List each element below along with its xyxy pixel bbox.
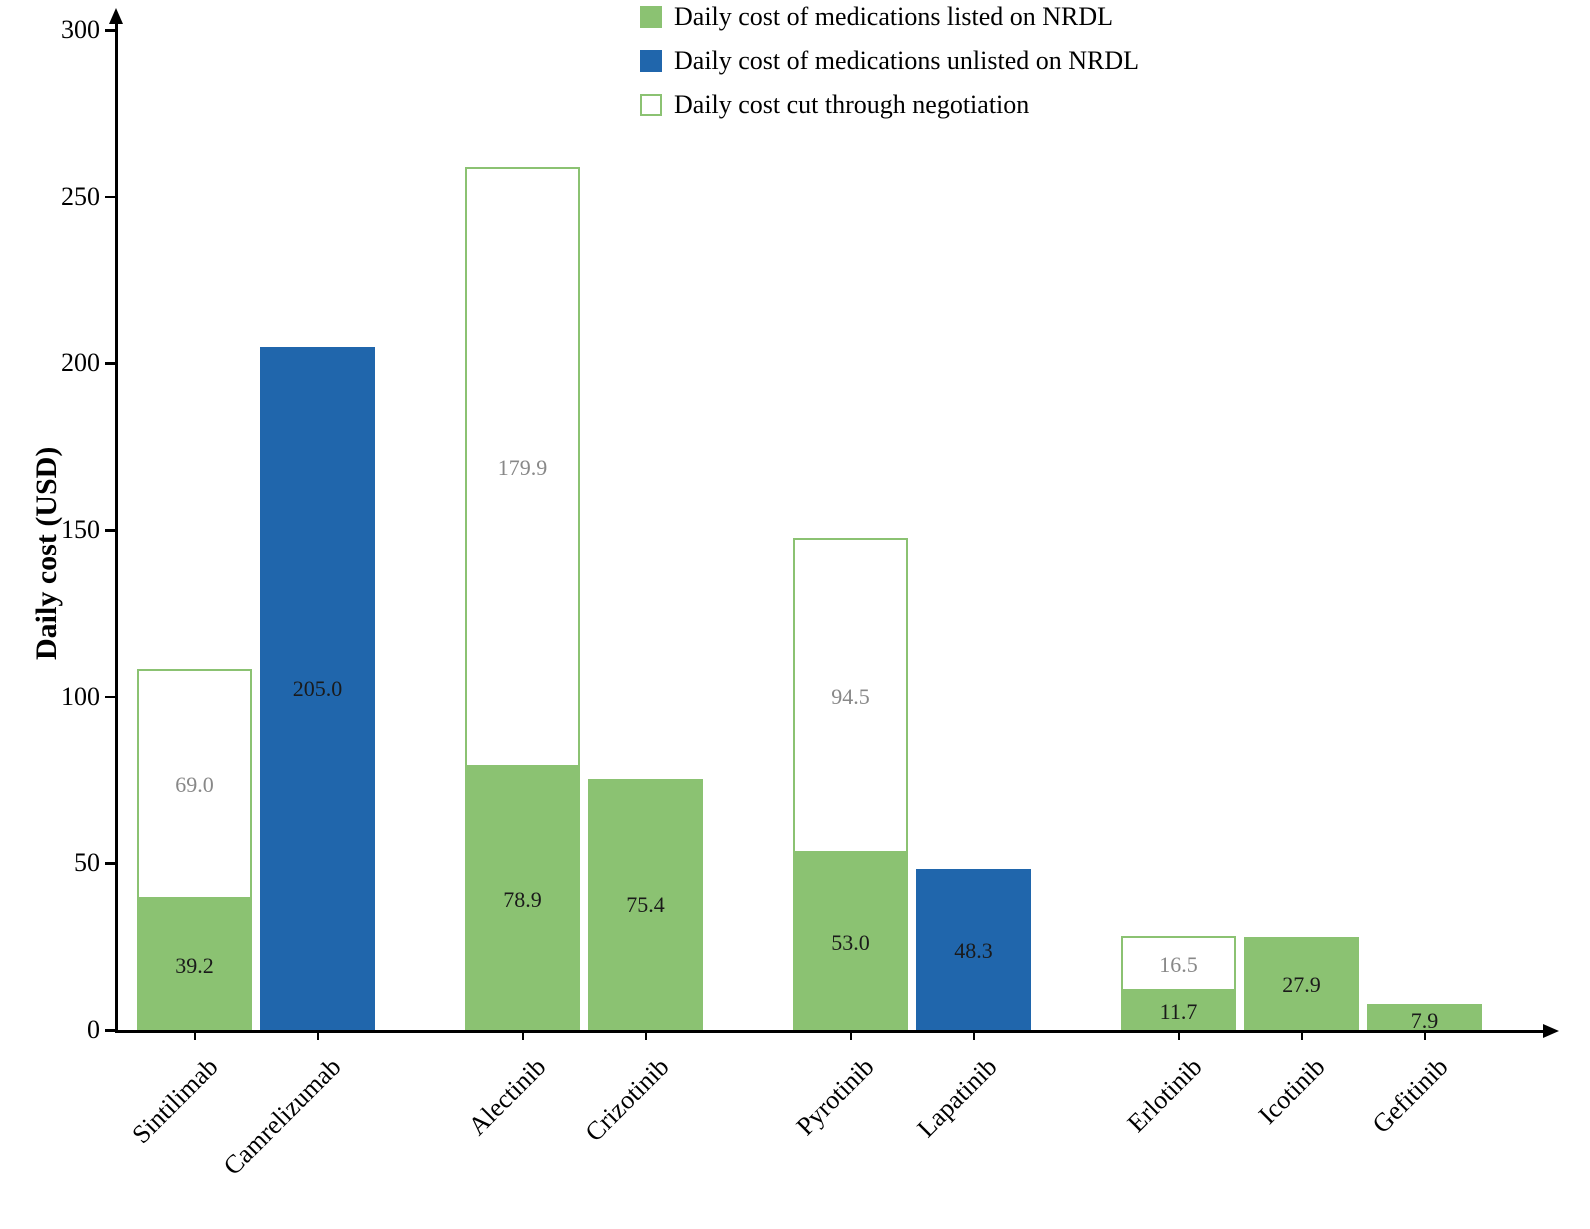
y-tick-mark — [105, 862, 115, 865]
y-tick-label: 50 — [45, 848, 100, 878]
y-tick-label: 100 — [45, 682, 100, 712]
x-axis-line — [115, 1030, 1545, 1033]
y-tick-label: 150 — [45, 515, 100, 545]
y-tick-mark — [105, 29, 115, 32]
bar-cut-value-label: 16.5 — [1159, 952, 1198, 978]
bar-cut-value-label: 94.5 — [831, 684, 870, 710]
x-tick-mark — [522, 1030, 525, 1040]
bar-value-label: 78.9 — [503, 887, 542, 913]
x-tick-mark — [317, 1030, 320, 1040]
y-tick-mark — [105, 529, 115, 532]
y-tick-mark — [105, 1029, 115, 1032]
legend-label: Daily cost of medications listed on NRDL — [674, 2, 1113, 32]
legend-swatch — [640, 6, 662, 28]
y-tick-label: 200 — [45, 348, 100, 378]
y-axis-line — [115, 20, 118, 1030]
x-tick-mark — [973, 1030, 976, 1040]
bar-value-label: 11.7 — [1160, 999, 1198, 1025]
y-axis-arrow — [109, 8, 123, 24]
bar-value-label: 27.9 — [1282, 972, 1321, 998]
y-tick-label: 250 — [45, 182, 100, 212]
plot-area: 05010015020025030039.269.0Sintilimab205.… — [115, 30, 1535, 1030]
y-tick-label: 0 — [45, 1015, 100, 1045]
x-tick-mark — [645, 1030, 648, 1040]
x-tick-mark — [1178, 1030, 1181, 1040]
x-tick-mark — [1301, 1030, 1304, 1040]
y-tick-mark — [105, 362, 115, 365]
bar-value-label: 75.4 — [626, 892, 665, 918]
y-axis-title: Daily cost (USD) — [30, 447, 64, 660]
x-axis-arrow — [1543, 1024, 1559, 1038]
y-tick-label: 300 — [45, 15, 100, 45]
x-tick-mark — [194, 1030, 197, 1040]
bar-value-label: 205.0 — [293, 676, 343, 702]
bar-value-label: 39.2 — [175, 953, 214, 979]
chart-container: Daily cost of medications listed on NRDL… — [0, 0, 1590, 1229]
x-tick-mark — [850, 1030, 853, 1040]
bar-value-label: 48.3 — [954, 938, 993, 964]
bar-cut-value-label: 69.0 — [175, 772, 214, 798]
y-tick-mark — [105, 196, 115, 199]
legend-item: Daily cost of medications listed on NRDL — [640, 2, 1139, 32]
bar-cut-value-label: 179.9 — [498, 455, 548, 481]
y-tick-mark — [105, 696, 115, 699]
bar-value-label: 53.0 — [831, 930, 870, 956]
x-tick-mark — [1424, 1030, 1427, 1040]
